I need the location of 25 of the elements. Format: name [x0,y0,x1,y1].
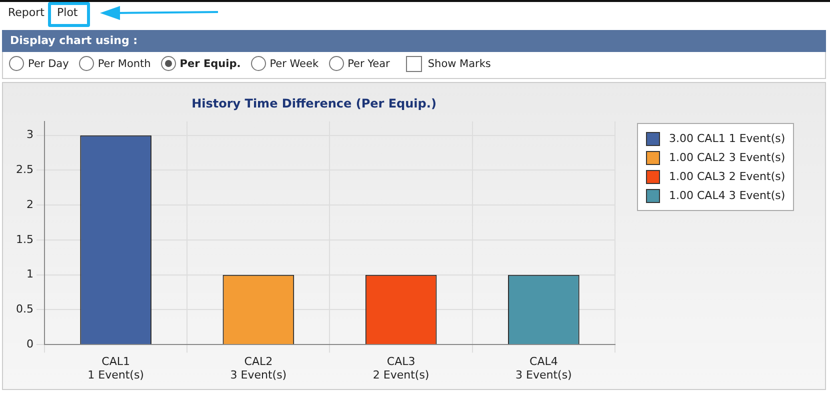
text: Per Year [348,58,390,70]
text: Per Week [270,58,319,70]
text: Report [8,6,44,19]
x-tick-label: CAL1 1 Event(s) [88,355,144,382]
y-tick-label: 0 [26,337,34,350]
legend-label: 1.00 CAL3 2 Event(s) [669,170,786,183]
text: Per Month [98,58,151,70]
text: Per Equip. [180,58,241,70]
y-tick-label: 3 [26,128,34,142]
x-tick-label: CAL3 2 Event(s) [372,355,430,382]
y-tick-label: 1.5 [16,232,34,246]
y-tick-label: 2.5 [16,163,34,176]
x-tick-label: CAL2 3 Event(s) [230,355,287,382]
y-tick-label: 0.5 [16,302,34,316]
text: Display chart using : [9,33,138,49]
x-tick-label: CAL4 3 Event(s) [516,355,572,382]
chart-title: History Time Difference (Per Equip.) [192,96,436,110]
text: Plot [57,6,78,19]
text: Show Marks [428,58,491,70]
text: 3.00 CAL1 1 Event(s) [669,132,786,145]
y-tick-label: 2 [26,198,34,211]
legend-label: 1.00 CAL4 3 Event(s) [669,189,786,202]
legend-label: 1.00 CAL2 3 Event(s) [669,151,786,164]
y-tick-label: 1 [26,268,34,281]
text: Per Day [28,58,69,70]
